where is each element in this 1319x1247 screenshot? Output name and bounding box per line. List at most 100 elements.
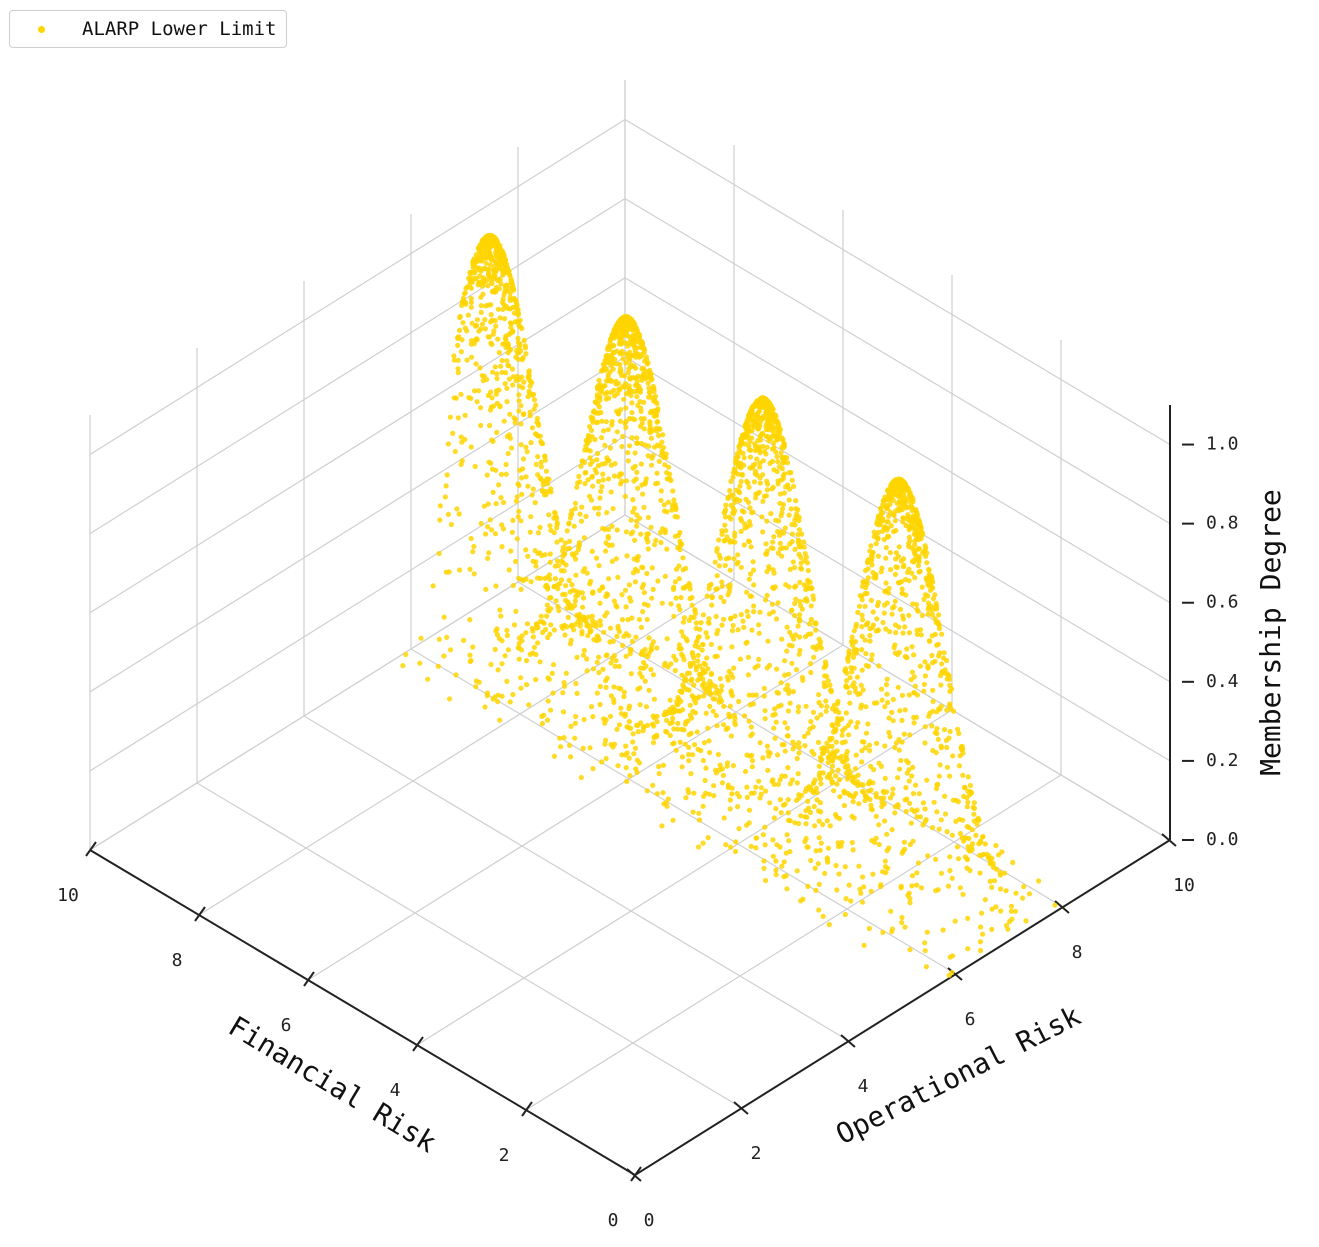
scatter-point <box>817 776 824 782</box>
scatter-point <box>567 545 573 551</box>
scatter-point <box>937 762 943 768</box>
scatter-point <box>879 516 885 523</box>
scatter-point <box>523 547 529 553</box>
scatter-point <box>725 725 731 731</box>
scatter-point <box>679 764 685 770</box>
scatter-point <box>794 755 800 762</box>
scatter-point <box>796 651 802 657</box>
scatter-point <box>458 391 464 397</box>
scatter-point <box>686 732 692 738</box>
scatter-point <box>826 771 832 778</box>
scatter-point <box>639 564 645 570</box>
scatter-point <box>544 602 551 608</box>
scatter-point <box>751 609 757 615</box>
scatter-point <box>451 353 457 359</box>
scatter-point <box>614 726 620 733</box>
scatter-point <box>849 669 855 675</box>
scatter-point <box>482 704 488 710</box>
scatter-point <box>685 718 691 724</box>
scatter-point <box>625 617 631 623</box>
scatter-point <box>641 590 647 596</box>
scatter-point <box>480 238 486 244</box>
scatter-point <box>572 500 579 506</box>
scatter-point <box>930 596 937 602</box>
scatter-point <box>793 596 799 602</box>
scatter-point <box>845 658 851 664</box>
scatter-point <box>913 714 920 720</box>
scatter-point <box>671 740 677 746</box>
scatter-point <box>785 810 791 816</box>
scatter-point <box>860 687 866 693</box>
scatter-point <box>790 746 796 752</box>
scatter-point <box>613 658 619 664</box>
scatter-point <box>784 832 790 838</box>
scatter-point <box>749 731 756 737</box>
scatter-point <box>842 864 848 870</box>
scatter-point <box>898 579 905 585</box>
scatter-point <box>635 373 641 379</box>
scatter-point <box>903 483 909 489</box>
scatter-point <box>607 339 613 345</box>
scatter-point <box>756 656 762 663</box>
scatter-point <box>591 637 597 643</box>
scatter-point <box>906 630 913 636</box>
scatter-point <box>846 882 852 888</box>
scatter-point <box>764 518 770 524</box>
scatter-point <box>837 794 843 800</box>
scatter-point <box>873 791 879 797</box>
scatter-point <box>510 582 516 589</box>
scatter-point <box>801 582 807 588</box>
scatter-point <box>686 758 692 764</box>
scatter-point <box>640 365 647 371</box>
scatter-point <box>447 647 454 653</box>
scatter-point <box>489 280 495 287</box>
scatter-point <box>437 503 443 509</box>
scatter-point <box>803 835 809 842</box>
scatter-point <box>565 599 571 605</box>
scatter-point <box>747 439 753 445</box>
scatter-point <box>833 811 839 818</box>
scatter-point <box>498 281 504 287</box>
scatter-point <box>679 688 685 695</box>
scatter-point <box>938 745 945 751</box>
scatter-point <box>781 874 787 880</box>
scatter-point <box>769 601 776 607</box>
scatter-point <box>498 471 504 477</box>
scatter-point <box>597 622 604 628</box>
scatter-point <box>873 835 879 841</box>
scatter-point <box>525 483 531 489</box>
scatter-point <box>793 583 799 589</box>
scatter-point <box>537 659 543 665</box>
scatter-point <box>508 548 514 554</box>
scatter-point <box>638 720 644 726</box>
scatter-point <box>858 682 864 688</box>
scatter-point <box>817 847 823 853</box>
scatter-point <box>495 699 501 705</box>
scatter-point <box>618 686 624 692</box>
scatter-point <box>803 821 809 827</box>
scatter-point <box>915 545 922 552</box>
scatter-point <box>688 715 695 721</box>
scatter-point <box>901 731 907 737</box>
scatter-point <box>704 634 711 640</box>
scatter-point <box>629 638 636 645</box>
scatter-point <box>497 315 503 321</box>
scatter-point <box>459 337 465 343</box>
scatter-point <box>842 739 848 745</box>
x-tick-label: 10 <box>57 885 79 906</box>
scatter-point <box>756 622 762 628</box>
scatter-point <box>592 399 598 405</box>
scatter-point <box>573 680 579 687</box>
scatter-point <box>670 715 676 722</box>
scatter-point <box>622 587 629 593</box>
scatter-point <box>778 810 784 816</box>
scatter-point <box>682 675 688 681</box>
scatter-point <box>879 528 886 534</box>
scatter-point <box>902 924 908 930</box>
scatter-point <box>808 603 814 609</box>
scatter-point <box>533 402 539 408</box>
scatter-point <box>584 668 590 674</box>
scatter-point <box>929 652 935 659</box>
scatter-point <box>867 796 873 803</box>
scatter-point <box>624 750 630 756</box>
